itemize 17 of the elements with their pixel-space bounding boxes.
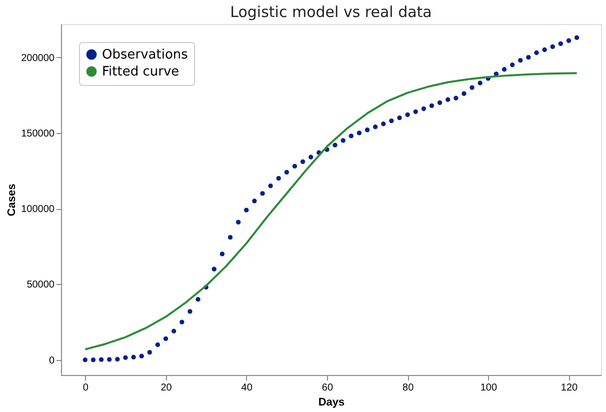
x-tick-label: 80 [402,382,414,394]
x-tick-label: 120 [560,382,578,394]
x-tick-label: 100 [480,382,498,394]
x-tick-label: 0 [82,382,89,394]
x-tick-label: 20 [160,382,172,394]
y-tick-label: 100000 [21,204,55,216]
x-tick-label: 60 [322,382,334,394]
y-axis-title: Cases [6,184,18,216]
x-axis-title: Days [318,396,345,408]
x-tick-label: 40 [241,382,253,394]
legend-label: Observations [102,48,188,62]
y-tick-label: 0 [48,355,55,366]
chart-title: Logistic model vs real data [230,3,432,21]
y-tick-label: 150000 [21,128,55,140]
y-tick-label: 200000 [21,52,55,64]
legend-label: Fitted curve [102,64,180,80]
y-tick-label: 50000 [26,280,55,291]
